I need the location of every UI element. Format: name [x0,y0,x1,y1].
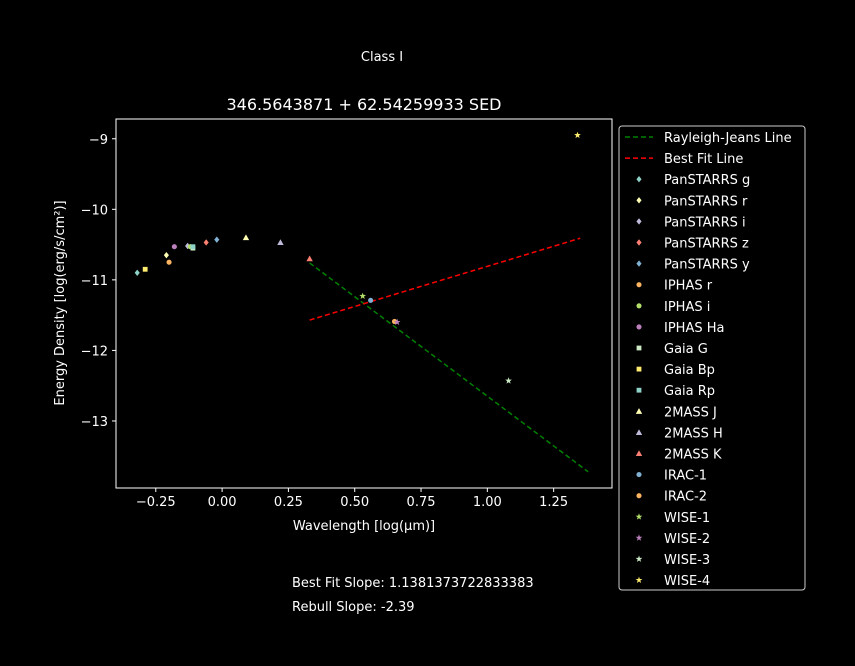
y-axis-label: Energy Density [log(erg/s/cm²)] [53,200,68,405]
point-2mass-h [277,239,284,246]
point-panstarrs-z [203,239,209,246]
y-axis-ticks: −9 −10 −11 −12 −13 [81,133,116,430]
point-iphas-r [166,259,172,265]
fit-lines [309,237,589,473]
point-gaia-rp [190,244,196,250]
best-fit-line [309,237,581,321]
legend-label-wise-4: WISE-4 [664,574,710,589]
legend-label-iphas-r: IPHAS r [664,279,713,294]
legend-swatch-wise-2 [635,534,643,541]
legend-label-panstarrs-i: PanSTARRS i [664,215,746,230]
legend-label-panstarrs-r: PanSTARRS r [664,194,748,209]
legend-label-wise-3: WISE-3 [664,553,710,568]
point-gaia-bp [142,266,148,272]
point-wise-1 [359,292,367,299]
y-tick-label: −13 [81,415,108,430]
legend-swatch-gaia-g [636,345,642,351]
legend-label-panstarrs-z: PanSTARRS z [664,237,749,252]
point-panstarrs-y [214,236,220,243]
legend-label-irac-1: IRAC-1 [664,469,707,484]
legend-swatch-panstarrs-g [636,176,642,183]
legend-swatch-panstarrs-z [636,239,642,246]
legend-swatch-gaia-bp [636,366,642,372]
point-irac-1 [368,297,374,303]
legend-label-iphas-i: IPHAS i [664,300,710,315]
legend-label-2mass-j: 2MASS J [664,405,717,420]
legend-swatch-panstarrs-y [636,260,642,267]
x-tick-label: 0.75 [407,495,436,510]
legend-swatch-iphas-i [636,303,642,309]
legend-label-iphas-ha: IPHAS Ha [664,321,724,336]
x-axis-label: Wavelength [log(μm)] [293,519,435,534]
legend-swatch-panstarrs-i [636,218,642,225]
legend-label-irac-2: IRAC-2 [664,490,707,505]
legend-label-2mass-k: 2MASS K [664,448,722,463]
legend-label-2mass-h: 2MASS H [664,426,723,441]
plot-area [115,118,613,489]
x-axis-ticks: −0.25 0.00 0.25 0.50 0.75 1.00 1.25 [136,488,568,510]
y-tick-label: −11 [81,274,108,289]
legend-swatch-iphas-r [636,282,642,288]
legend-label-panstarrs-y: PanSTARRS y [664,258,750,273]
point-wise-4 [574,131,581,139]
legend-label-gaia-g: Gaia G [664,342,708,357]
legend-frame [618,125,806,591]
x-tick-label: 1.25 [539,495,568,510]
chart-title: 346.5643871 + 62.54259933 SED [226,95,501,114]
y-tick-label: −9 [89,133,108,148]
data-points [134,131,581,384]
legend-label-wise-2: WISE-2 [664,532,710,547]
y-tick-label: −12 [81,344,108,359]
legend-label-best-fit-line: Best Fit Line [664,152,743,167]
point-iphas-ha [171,244,177,250]
point-wise-3 [505,377,512,384]
x-tick-label: 1.00 [473,495,502,510]
legend-swatch-wise-3 [635,555,643,562]
legend-swatch-panstarrs-r [636,197,642,204]
legend-swatch-iphas-ha [636,324,642,330]
x-tick-label: 0.00 [208,495,237,510]
y-tick-label: −10 [81,203,108,218]
x-tick-label: −0.25 [136,495,176,510]
legend-label-panstarrs-g: PanSTARRS g [664,173,750,188]
rebull-slope-note: Rebull Slope: -2.39 [292,600,415,615]
point-2mass-k [306,255,313,262]
x-tick-label: 0.25 [274,495,303,510]
legend-label-gaia-rp: Gaia Rp [664,384,715,399]
legend-swatch-irac-2 [636,493,642,499]
legend: Rayleigh-Jeans Line Best Fit Line PanSTARR… [618,125,806,591]
legend-swatch-2mass-j [635,408,643,414]
legend-label-rayleigh-jeans-line: Rayleigh-Jeans Line [664,131,792,146]
legend-label-gaia-bp: Gaia Bp [664,363,715,378]
legend-swatch-irac-1 [636,472,642,478]
legend-swatch-wise-1 [635,513,643,520]
legend-label-wise-1: WISE-1 [664,511,710,526]
rayleigh-jeans-line [309,262,589,473]
point-panstarrs-r [163,251,169,259]
legend-swatch-2mass-h [635,429,643,435]
legend-swatch-2mass-k [635,450,643,457]
x-tick-label: 0.50 [340,495,369,510]
point-wise-2 [393,318,401,326]
figure-suptitle: Class I [361,50,403,65]
legend-swatch-wise-4 [635,576,643,583]
point-2mass-j [242,234,250,241]
best-fit-slope-note: Best Fit Slope: 1.1381373722833383 [292,576,534,591]
point-panstarrs-g [134,269,140,277]
legend-swatch-gaia-rp [636,387,642,393]
